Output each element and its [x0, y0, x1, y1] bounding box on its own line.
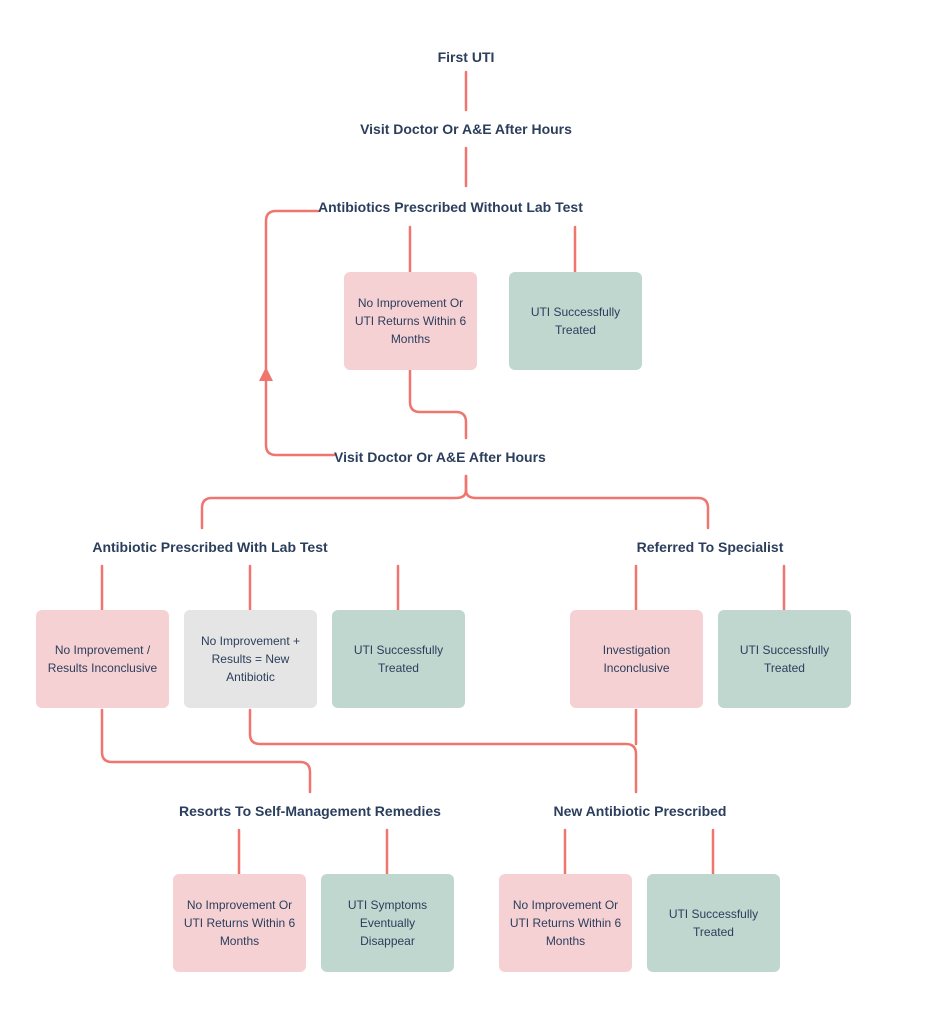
label-referred-specialist: Referred To Specialist: [590, 538, 830, 558]
box-treated-1: UTI Successfully Treated: [509, 272, 642, 370]
box-no-improvement-1: No Improvement Or UTI Returns Within 6 M…: [344, 272, 477, 370]
label-visit-1: Visit Doctor Or A&E After Hours: [316, 120, 616, 140]
label-new-antibiotic: New Antibiotic Prescribed: [520, 802, 760, 822]
box-no-improvement-2: No Improvement Or UTI Returns Within 6 M…: [173, 874, 306, 972]
box-investigation-inconclusive: Investigation Inconclusive: [570, 610, 703, 708]
label-self-management: Resorts To Self-Management Remedies: [150, 802, 470, 822]
box-symptoms-disappear: UTI Symptoms Eventually Disappear: [321, 874, 454, 972]
box-inconclusive-results: No Improvement / Results Inconclusive: [36, 610, 169, 708]
label-visit-2: Visit Doctor Or A&E After Hours: [334, 448, 634, 468]
box-no-improvement-3: No Improvement Or UTI Returns Within 6 M…: [499, 874, 632, 972]
box-treated-2: UTI Successfully Treated: [332, 610, 465, 708]
box-new-antibiotic-results: No Improvement + Results = New Antibioti…: [184, 610, 317, 708]
box-treated-4: UTI Successfully Treated: [647, 874, 780, 972]
box-treated-3: UTI Successfully Treated: [718, 610, 851, 708]
label-antibiotic-with-lab: Antibiotic Prescribed With Lab Test: [70, 538, 350, 558]
flowchart-connectors: [0, 0, 933, 1024]
label-first-uti: First UTI: [366, 48, 566, 68]
label-antibiotics-no-lab: Antibiotics Prescribed Without Lab Test: [318, 198, 658, 218]
